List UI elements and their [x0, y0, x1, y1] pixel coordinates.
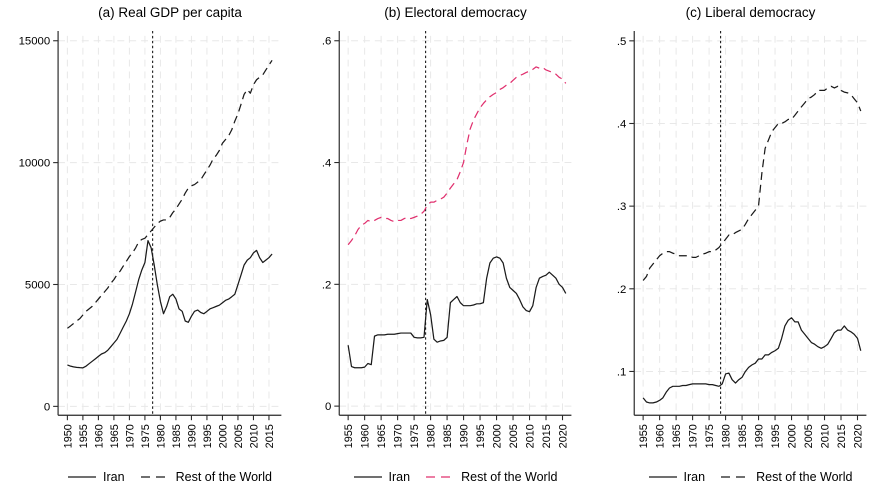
y-tick-label: .3: [617, 201, 626, 213]
x-tick-label: 2000: [786, 424, 798, 448]
legend-swatch-svg: [426, 476, 455, 479]
y-tick-label: .2: [322, 279, 331, 291]
panel-real-gdp: (a) Real GDP per capita 0 5000 10000 15000 1…: [0, 0, 294, 504]
legend-label-iran: Iran: [388, 470, 411, 485]
legend-label-rest-of-world: Rest of the World: [756, 470, 853, 485]
y-tick-label: .2: [617, 284, 626, 296]
x-tick-label: 1965: [376, 424, 388, 448]
legend-swatch-svg: [140, 476, 169, 479]
x-tick-label: 2005: [803, 424, 815, 448]
x-tick-label: 2015: [264, 424, 276, 448]
legend-item-row: Rest of the World: [140, 470, 272, 485]
series-line-iran: [642, 316, 862, 404]
legend-solid-line-icon: [353, 470, 382, 484]
x-tick-label: 1985: [171, 424, 183, 448]
legend-swatch-svg: [648, 476, 677, 479]
legend-b: Iran Rest of the World: [294, 464, 588, 504]
x-tick-label: 2010: [524, 424, 536, 448]
x-tick-label: 1965: [671, 424, 683, 448]
x-tick-label: 1960: [360, 424, 372, 448]
panel-title-c: (c) Liberal democracy: [685, 5, 816, 20]
legend-solid-line-icon: [68, 470, 97, 484]
x-tick-label: 1995: [202, 424, 214, 448]
plot-area-liberal-democracy: .1 .2 .3 .4 .5 1955 1960 1965 1970 1975 1980 1985 19…: [617, 30, 867, 448]
legend-swatch-svg: [353, 476, 382, 479]
x-tick-label: 1990: [186, 424, 198, 448]
x-tick-label: 1970: [688, 424, 700, 448]
x-tick-label: 2010: [819, 424, 831, 448]
x-tick-label: 1980: [155, 424, 167, 448]
x-tick-label: 1990: [459, 424, 471, 448]
legend-item-row: Rest of the World: [721, 470, 852, 484]
x-tick-label: 2015: [836, 424, 848, 448]
x-tick-label: 1955: [78, 424, 90, 448]
x-tick-label: 2020: [852, 424, 864, 448]
x-tick-label: 1955: [638, 424, 650, 448]
legend-solid-line-icon: [648, 470, 677, 484]
x-tick-label: 2000: [492, 424, 504, 448]
legend-item-iran: Iran: [68, 470, 125, 484]
panel-electoral-democracy: (b) Electoral democracy 0 .2 .4 .6 1955 1960 1…: [294, 0, 588, 504]
plot-area-electoral-democracy: 0 .2 .4 .6 1955 1960 1965 1970 1975 1980 1985 1990 1…: [322, 30, 572, 448]
y-tick-label: 15000: [19, 35, 51, 47]
y-tick-label: .4: [617, 118, 626, 130]
x-tick-label: 2020: [557, 424, 569, 448]
x-tick-label: 2010: [248, 424, 260, 448]
y-tick-label: .5: [617, 36, 626, 48]
x-tick-label: 1975: [409, 424, 421, 448]
legend-item-iran: Iran: [648, 470, 706, 485]
x-tick-label: 1960: [655, 424, 667, 448]
y-tick-label: 0: [325, 401, 331, 413]
series-line-iran: [67, 239, 273, 369]
legend-label-iran: Iran: [103, 470, 125, 485]
y-tick-label: 5000: [25, 279, 50, 291]
legend-c: Iran Rest of the World: [588, 464, 882, 504]
x-tick-label: 1980: [721, 424, 733, 448]
x-tick-label: 1970: [393, 424, 405, 448]
y-tick-label: .6: [322, 35, 331, 47]
series-line-rest-of-the-world: [642, 85, 862, 281]
x-tick-label: 1975: [140, 424, 152, 448]
legend-label-rest-of-world: Rest of the World: [175, 470, 272, 485]
x-tick-label: 1980: [426, 424, 438, 448]
x-tick-label: 2015: [541, 424, 553, 448]
x-tick-label: 1985: [737, 424, 749, 448]
legend-dashed-line-icon: [721, 470, 750, 484]
y-tick-label: .4: [322, 157, 331, 169]
x-tick-label: 1950: [62, 424, 74, 448]
legend-swatch-svg: [68, 476, 97, 479]
x-tick-label: 1985: [442, 424, 454, 448]
panel-title-a: (a) Real GDP per capita: [98, 5, 242, 20]
y-tick-label: 0: [44, 401, 50, 413]
x-tick-label: 2005: [508, 424, 520, 448]
x-tick-label: 1975: [704, 424, 716, 448]
legend-dashed-line-icon: [426, 470, 455, 484]
y-tick-label: .1: [617, 366, 626, 378]
x-tick-label: 1960: [93, 424, 105, 448]
y-tick-label: 10000: [19, 157, 51, 169]
legend-dashed-line-icon: [140, 470, 169, 484]
x-tick-label: 1995: [475, 424, 487, 448]
legend-swatch-svg: [721, 476, 750, 479]
x-tick-label: 1965: [109, 424, 121, 448]
x-tick-label: 1990: [754, 424, 766, 448]
x-tick-label: 1955: [343, 424, 355, 448]
x-tick-label: 1995: [770, 424, 782, 448]
x-tick-label: 1970: [124, 424, 136, 448]
x-tick-label: 2005: [233, 424, 245, 448]
panel-liberal-democracy: (c) Liberal democracy .1 .2 .3 .4 .5 1955 1960…: [588, 0, 882, 504]
legend-label-iran: Iran: [683, 470, 706, 485]
series-line-iran: [347, 256, 567, 369]
x-tick-label: 2000: [217, 424, 229, 448]
legend-item-iran: Iran: [353, 470, 411, 485]
legend-label-rest-of-world: Rest of the World: [461, 470, 558, 485]
legend-item-row: Rest of the World: [426, 470, 557, 484]
legend-a: Iran Rest of the World: [0, 464, 294, 504]
panel-title-b: (b) Electoral democracy: [384, 5, 527, 20]
